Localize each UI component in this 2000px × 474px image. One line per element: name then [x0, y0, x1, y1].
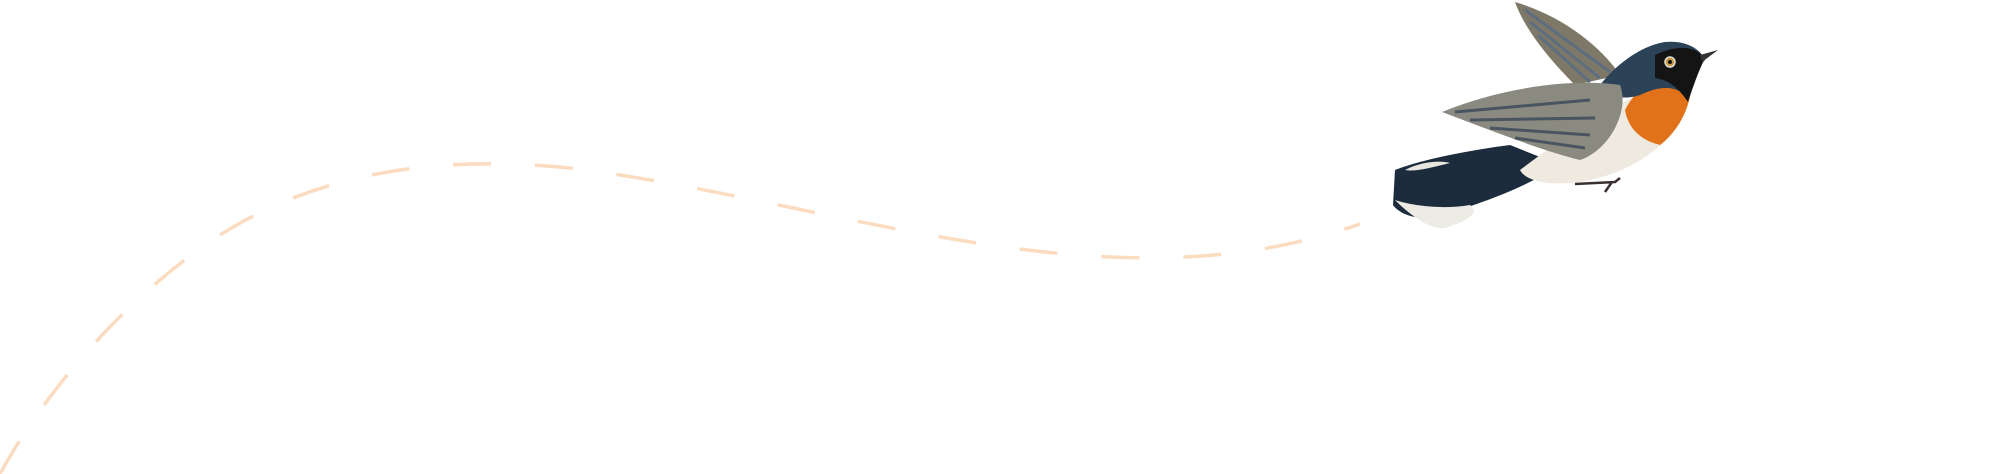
- bird-feet: [1574, 177, 1621, 193]
- bird-front-wing: [1442, 82, 1623, 160]
- bird-beak: [1700, 50, 1718, 62]
- flight-path-dashed-line: [0, 161, 1361, 474]
- bird-icon: [1393, 2, 1718, 229]
